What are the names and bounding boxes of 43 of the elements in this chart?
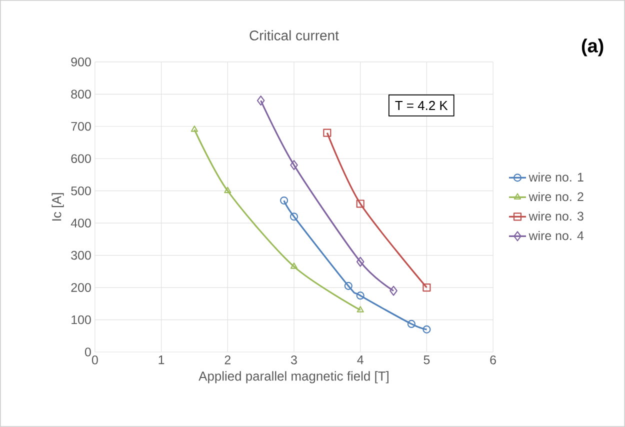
point — [344, 282, 352, 290]
point — [280, 196, 288, 205]
y-tick-label: 100 — [72, 315, 91, 324]
point — [290, 160, 298, 170]
point — [256, 96, 265, 106]
legend-label: wire no. 2 — [528, 192, 584, 202]
x-tick-label: 4 — [357, 356, 364, 364]
point — [356, 256, 364, 267]
y-tick-label: 400 — [70, 218, 91, 228]
y-tick-label: 900 — [71, 58, 91, 66]
x-tick-label: 3 — [291, 356, 297, 364]
y-axis-title: Ic [A] — [52, 193, 64, 221]
chart-title: Critical current — [250, 30, 339, 40]
point — [422, 284, 431, 292]
y-tick-label: 700 — [71, 122, 91, 131]
point — [290, 262, 298, 269]
point — [323, 128, 332, 137]
y-tick-label: 300 — [71, 250, 91, 260]
legend-label: wire no. 1 — [528, 172, 584, 182]
point — [356, 292, 364, 300]
point — [190, 126, 198, 132]
y-tick-label: 0 — [84, 348, 91, 356]
x-tick-label: 6 — [490, 356, 496, 364]
y-tick-label: 600 — [71, 154, 91, 164]
x-tick-label: 2 — [224, 356, 230, 364]
annotation: T = 4.2 K — [395, 100, 448, 110]
x-axis-title: Applied parallel magnetic field [T] — [198, 371, 388, 384]
y-tick-label: 200 — [71, 283, 91, 292]
text: (a) — [582, 38, 604, 56]
legend-label: wire no. 3 — [528, 211, 584, 221]
point — [290, 212, 298, 221]
point — [422, 325, 431, 334]
y-tick-label: 500 — [71, 186, 91, 196]
point — [356, 306, 364, 312]
point — [356, 200, 364, 208]
y-tick-label: 800 — [71, 90, 91, 99]
point — [224, 186, 232, 194]
x-tick-label: 1 — [158, 356, 164, 364]
point — [390, 286, 398, 296]
legend-label: wire no. 4 — [528, 230, 584, 240]
point — [407, 320, 416, 328]
x-tick-label: 0 — [92, 356, 98, 364]
x-tick-label: 5 — [424, 356, 430, 364]
